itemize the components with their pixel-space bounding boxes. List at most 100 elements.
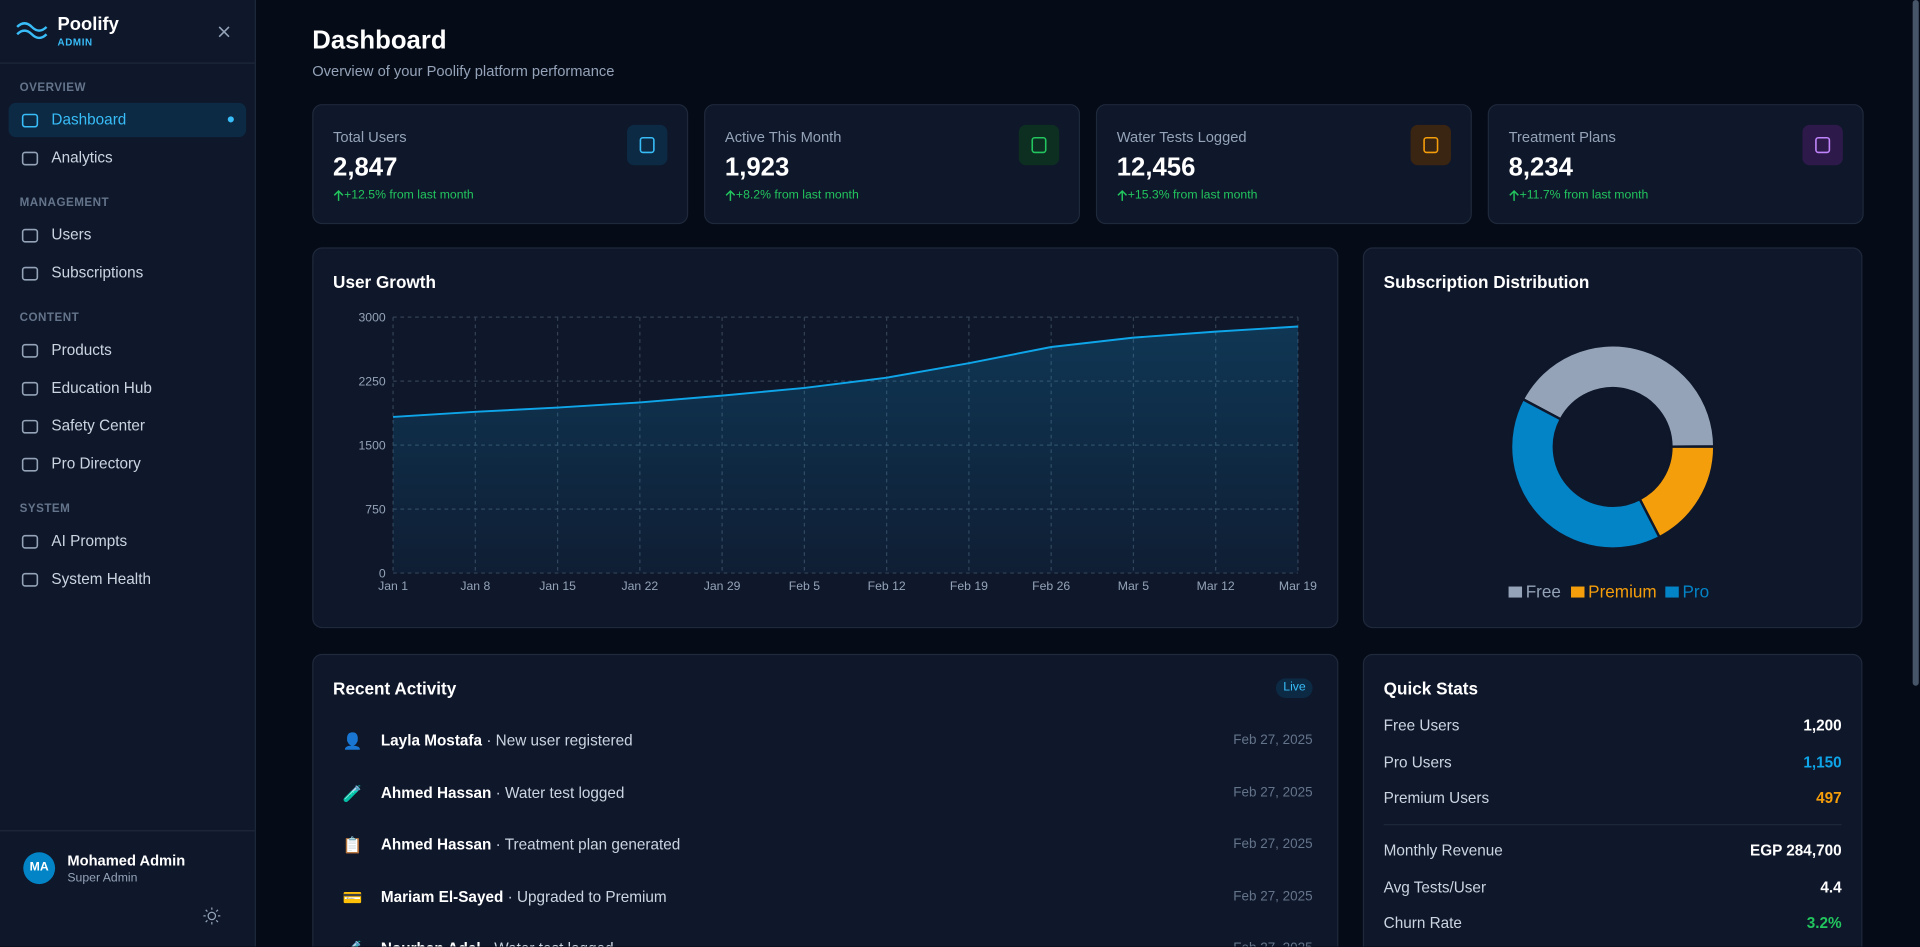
nav-item[interactable]: Safety Center — [51, 417, 146, 435]
nav-item[interactable]: Users — [51, 226, 92, 244]
sidebar: Poolify ADMIN OVERVIEW Dashboard Analytics… — [0, 0, 256, 947]
stat-change: +11.7% from last month — [1519, 188, 1649, 203]
stat-icon — [1031, 136, 1047, 154]
slice — [1521, 344, 1716, 448]
stat-value: EGP 284,700 — [1749, 842, 1842, 860]
activity-action: · Water test logged — [495, 783, 625, 802]
nav-item[interactable]: Education Hub — [51, 379, 152, 397]
nav-icon — [21, 266, 39, 281]
stat-value: 3.2% — [1806, 914, 1842, 932]
legend-swatch — [1571, 586, 1585, 598]
stat-value: 1,923 — [724, 153, 790, 182]
quick-stats-card: Quick Stats Free Users 1,200 Pro Users 1,15… — [1362, 653, 1863, 947]
up-arrow — [1117, 189, 1128, 201]
live-badge: Live — [1275, 678, 1314, 698]
stat-card: Total Users 2,847 +12.5% from last month — [312, 104, 689, 225]
page-title: Dashboard — [312, 26, 447, 55]
icon-shape — [21, 266, 39, 281]
arrow — [333, 189, 344, 201]
stat-label: Premium Users — [1383, 789, 1490, 807]
avatar-initials: MA — [29, 860, 49, 875]
icon-shape — [1031, 136, 1047, 154]
stat-icon-box — [626, 124, 668, 166]
stat-value: 1,200 — [1803, 717, 1842, 735]
activity-name: Nourhan Adel — [381, 940, 481, 947]
up-arrow — [1509, 189, 1519, 201]
nav-icon — [21, 343, 39, 358]
activity-text: Layla Mostafa · New user registered — [381, 733, 633, 748]
theme-toggle[interactable] — [203, 907, 221, 925]
chart-card: User Growth 0 750 1500 2250 3000 Jan 1 Jan 8 Jan… — [312, 247, 1339, 629]
nav-item[interactable]: Products — [51, 341, 112, 359]
stat-label: Churn Rate — [1383, 914, 1462, 932]
legend-label: Premium — [1588, 582, 1657, 602]
activity-name: Ahmed Hassan — [380, 783, 492, 802]
stat-value: 12,456 — [1116, 153, 1196, 182]
x-tick-label: Feb 26 — [1032, 579, 1070, 593]
divider — [0, 830, 255, 832]
activity-text: Nourhan Adel · Water test logged — [381, 940, 614, 947]
icon-shape — [21, 113, 39, 128]
close-button[interactable] — [218, 26, 230, 38]
arrow — [1509, 189, 1519, 201]
activity-action: · Treatment plan generated — [495, 836, 681, 854]
y-tick-label: 2250 — [358, 374, 385, 388]
section-title: MANAGEMENT — [19, 196, 110, 210]
nav-item[interactable]: Analytics — [51, 149, 113, 167]
nav-icon — [21, 419, 39, 434]
activity-date: Feb 27, 2025 — [1233, 732, 1313, 748]
stat-change: +8.2% from last month — [735, 188, 859, 203]
activity-card: Recent Activity Live 👤 Layla Mostafa · Ne… — [312, 653, 1339, 947]
stat-value: 2,847 — [333, 153, 398, 182]
activity-text: Ahmed Hassan · Treatment plan generated — [381, 837, 681, 852]
stat-icon — [639, 136, 655, 154]
x-tick-label: Jan 1 — [378, 579, 408, 593]
x-tick-label: Jan 29 — [704, 579, 741, 593]
divider — [0, 62, 255, 64]
icon-shape — [1815, 136, 1831, 154]
scrollbar[interactable] — [1912, 0, 1919, 686]
activity-date: Feb 27, 2025 — [1233, 784, 1313, 800]
nav-item[interactable]: AI Prompts — [51, 532, 128, 550]
stat-icon-box — [1018, 124, 1060, 166]
stat-value: 4.4 — [1820, 878, 1842, 897]
y-tick-label: 3000 — [358, 310, 385, 324]
section-title: SYSTEM — [19, 502, 71, 516]
activity-action: · Water test logged — [485, 940, 614, 947]
nav-icon — [21, 457, 39, 472]
stat-label: Water Tests Logged — [1116, 128, 1247, 146]
divider — [1383, 824, 1842, 826]
x-tick-label: Feb 12 — [868, 579, 906, 593]
nav-item[interactable]: Pro Directory — [51, 455, 141, 473]
line-chart: 0 750 1500 2250 3000 Jan 1 Jan 8 Jan 15 Jan 22 Ja… — [358, 310, 1317, 593]
icon-shape — [639, 136, 655, 154]
stat-label: Free Users — [1383, 717, 1460, 735]
activity-icon: 🧪 — [343, 941, 363, 947]
activity-action: · Upgraded to Premium — [507, 888, 667, 906]
active-dot — [227, 116, 234, 123]
chart-title: Subscription Distribution — [1383, 271, 1590, 292]
legend-label: Pro — [1682, 582, 1709, 602]
activity-action: · New user registered — [486, 731, 633, 750]
stat-card: Treatment Plans 8,234 +11.7% from last mon… — [1487, 104, 1864, 225]
arrow — [1117, 189, 1128, 201]
stat-card: Water Tests Logged 12,456 +15.3% from last… — [1095, 104, 1472, 225]
stat-label: Pro Users — [1383, 753, 1452, 772]
stat-card: Active This Month 1,923 +8.2% from last mo… — [704, 104, 1080, 225]
nav-icon — [21, 113, 39, 128]
stat-label: Treatment Plans — [1508, 128, 1616, 146]
nav-icon — [21, 228, 39, 243]
x-tick-label: Jan 8 — [460, 579, 490, 593]
nav-item[interactable]: System Health — [51, 570, 151, 588]
stat-icon-box — [1802, 124, 1843, 166]
chart-title: User Growth — [333, 271, 436, 292]
nav-item[interactable]: Dashboard — [51, 111, 127, 129]
nav-icon — [21, 572, 39, 587]
stat-icon — [1815, 136, 1831, 154]
nav-item[interactable]: Subscriptions — [51, 264, 144, 282]
x-tick-label: Mar 12 — [1197, 579, 1235, 593]
chart-card: Subscription Distribution Free Premium Pro — [1362, 247, 1863, 629]
page-subtitle: Overview of your Poolify platform perfor… — [312, 62, 615, 80]
avatar — [23, 852, 56, 885]
